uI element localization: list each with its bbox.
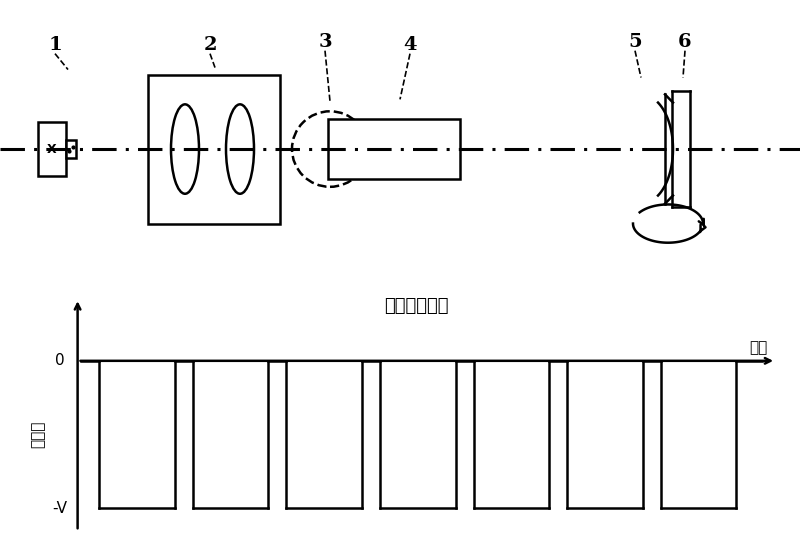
Text: 5: 5 (628, 33, 642, 51)
Ellipse shape (226, 104, 254, 194)
Circle shape (292, 111, 368, 187)
Text: 2: 2 (203, 36, 217, 54)
Text: 0: 0 (54, 353, 65, 369)
Text: -V: -V (52, 501, 67, 516)
Ellipse shape (171, 104, 199, 194)
Text: 6: 6 (678, 33, 692, 51)
FancyBboxPatch shape (148, 74, 280, 223)
FancyBboxPatch shape (328, 119, 460, 179)
Text: 电信号波形图: 电信号波形图 (384, 298, 448, 315)
Text: 电信号: 电信号 (30, 421, 46, 448)
Text: X: X (47, 143, 57, 156)
FancyBboxPatch shape (38, 122, 66, 176)
Text: 3: 3 (318, 33, 332, 51)
Text: 时间: 时间 (749, 340, 767, 354)
Text: 1: 1 (48, 36, 62, 54)
Text: 4: 4 (403, 36, 417, 54)
FancyBboxPatch shape (66, 140, 76, 158)
